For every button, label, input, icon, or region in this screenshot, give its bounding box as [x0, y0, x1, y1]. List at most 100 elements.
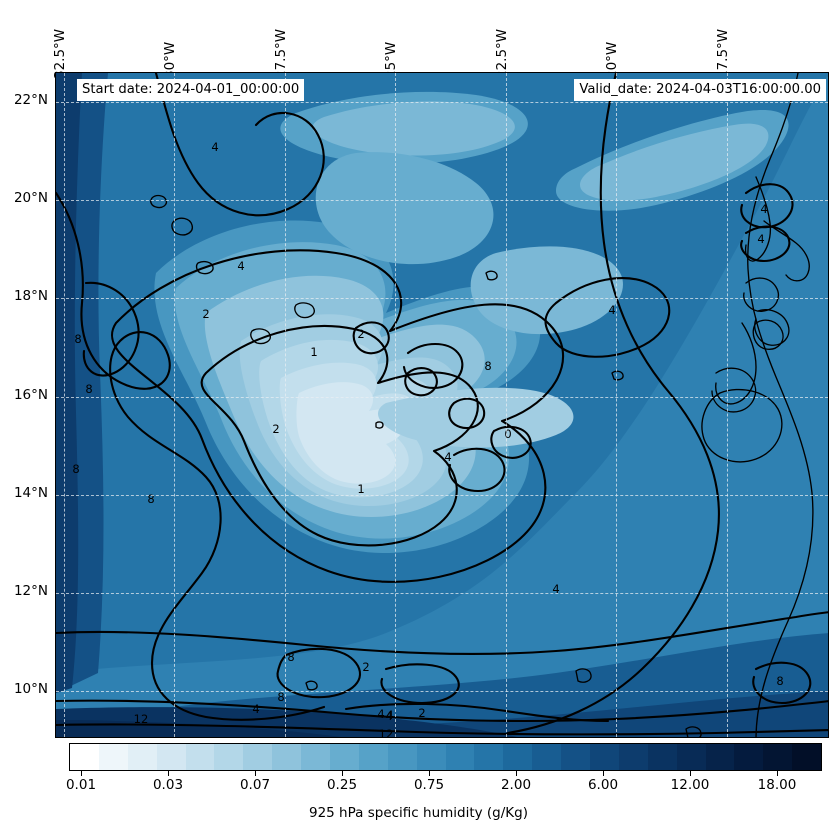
- colorbar-tick-label: 6.00: [587, 777, 619, 793]
- contour-label: 2: [202, 307, 209, 321]
- colorbar-gradient: [69, 743, 822, 771]
- contour-line: [506, 73, 720, 735]
- colorbar-tick-mark: [255, 771, 256, 776]
- colorbar-tick-label: 0.01: [65, 777, 97, 793]
- contour-label: 2: [418, 706, 425, 720]
- contour-label: 4: [377, 707, 384, 721]
- colorbar-swatch: [301, 744, 331, 770]
- contour-label: 4: [757, 232, 764, 246]
- colorbar-tick-mark: [81, 771, 82, 776]
- latitude-tick-label: 10°N: [13, 681, 48, 697]
- humidity-band-moist-3: [56, 691, 828, 737]
- coastline: [747, 73, 814, 737]
- coastline: [171, 217, 193, 236]
- latitude-tick-label: 22°N: [13, 92, 48, 108]
- contour-label: 4: [608, 303, 615, 317]
- contour-line: [352, 321, 390, 355]
- contour-label: 0: [504, 427, 511, 441]
- contour-line: [111, 249, 565, 583]
- contour-label: 12: [379, 727, 394, 738]
- latitude-tick-label: 18°N: [13, 288, 48, 304]
- colorbar-swatch: [561, 744, 591, 770]
- colorbar-swatch: [243, 744, 273, 770]
- contour-line: [56, 699, 828, 723]
- latitude-tick-label: 12°N: [13, 583, 48, 599]
- colorbar-tick-label: 0.75: [413, 777, 445, 793]
- colorbar-swatch: [734, 744, 764, 770]
- contour-label: 4: [552, 582, 559, 596]
- contour-label: 8: [776, 674, 783, 688]
- contour-line-layer: [56, 73, 828, 736]
- humidity-band-west-2: [56, 73, 82, 693]
- colorbar-tick-label: 0.03: [152, 777, 184, 793]
- colorbar-swatch: [792, 744, 822, 770]
- contour-line: [448, 447, 506, 493]
- contour-line: [200, 325, 479, 547]
- contour-line: [544, 277, 671, 358]
- contour-label: 8: [147, 492, 154, 506]
- coastline: [752, 319, 784, 350]
- coastline: [763, 220, 810, 282]
- colorbar-tick-mark: [342, 771, 343, 776]
- contour-line: [380, 663, 460, 705]
- contour-line: [276, 647, 362, 699]
- colorbar-swatch: [763, 744, 793, 770]
- contour-label: 8: [74, 332, 81, 346]
- humidity-band-moist: [56, 76, 828, 737]
- colorbar-swatch: [70, 744, 99, 770]
- contour-line: [402, 342, 464, 389]
- contour-label: 1: [357, 482, 364, 496]
- coastline: [754, 309, 790, 346]
- colorbar-swatch: [387, 744, 417, 770]
- coastline: [375, 421, 384, 429]
- contour-line: [490, 425, 532, 459]
- colorbar-swatch: [214, 744, 244, 770]
- contour-line: [56, 723, 828, 736]
- map-axes[interactable]: 8 8 8 8 4 4 2 1 2 2 1 4 8 0 4 4 4 4 8 2 4 8 4 4 12 4 2 12 8 Start da…: [55, 72, 829, 738]
- colorbar-swatch: [503, 744, 533, 770]
- start-date-banner: Start date: 2024-04-01_00:00:00: [77, 79, 305, 101]
- colorbar-tick-mark: [777, 771, 778, 776]
- colorbar-swatch: [98, 744, 128, 770]
- coastline: [575, 668, 592, 683]
- colorbar-swatch: [445, 744, 475, 770]
- contour-line: [404, 367, 438, 397]
- coastline: [485, 270, 498, 281]
- colorbar-swatch: [330, 744, 359, 770]
- coastline: [305, 680, 318, 691]
- contour-label: 4: [385, 709, 392, 723]
- coastline: [685, 726, 702, 737]
- contour-line: [344, 702, 610, 723]
- colorbar-swatch: [156, 744, 186, 770]
- colorbar-swatch: [618, 744, 648, 770]
- colorbar-swatch: [474, 744, 504, 770]
- colorbar-tick-mark: [429, 771, 430, 776]
- valid-date-banner: Valid_date: 2024-04-03T16:00:00.00: [574, 79, 826, 101]
- coastline: [744, 176, 772, 262]
- dry-patch-ne-2: [580, 123, 769, 201]
- contour-label: 8: [277, 690, 284, 704]
- coastline-layer: [150, 73, 814, 737]
- contour-label: 2: [357, 327, 364, 341]
- coastline: [743, 277, 780, 312]
- contour-line: [82, 281, 140, 377]
- colorbar-swatch: [647, 744, 677, 770]
- contour-label: 8: [72, 462, 79, 476]
- colorbar-swatch: [358, 744, 388, 770]
- contour-line: [56, 191, 326, 721]
- colorbar-swatch: [676, 744, 706, 770]
- colorbar-tick-mark: [603, 771, 604, 776]
- contour-label: 4: [211, 140, 218, 154]
- contour-line: [740, 183, 794, 229]
- contour-line: [154, 73, 325, 217]
- colorbar-tick-label: 0.07: [239, 777, 271, 793]
- contour-line: [448, 397, 486, 430]
- contour-line: [752, 661, 812, 705]
- contour-line: [56, 611, 828, 655]
- latitude-tick-label: 14°N: [13, 485, 48, 501]
- colorbar[interactable]: 0.010.030.070.250.752.006.0012.0018.0025…: [66, 743, 822, 793]
- latitude-tick-label: 20°N: [13, 190, 48, 206]
- coastline: [294, 302, 315, 319]
